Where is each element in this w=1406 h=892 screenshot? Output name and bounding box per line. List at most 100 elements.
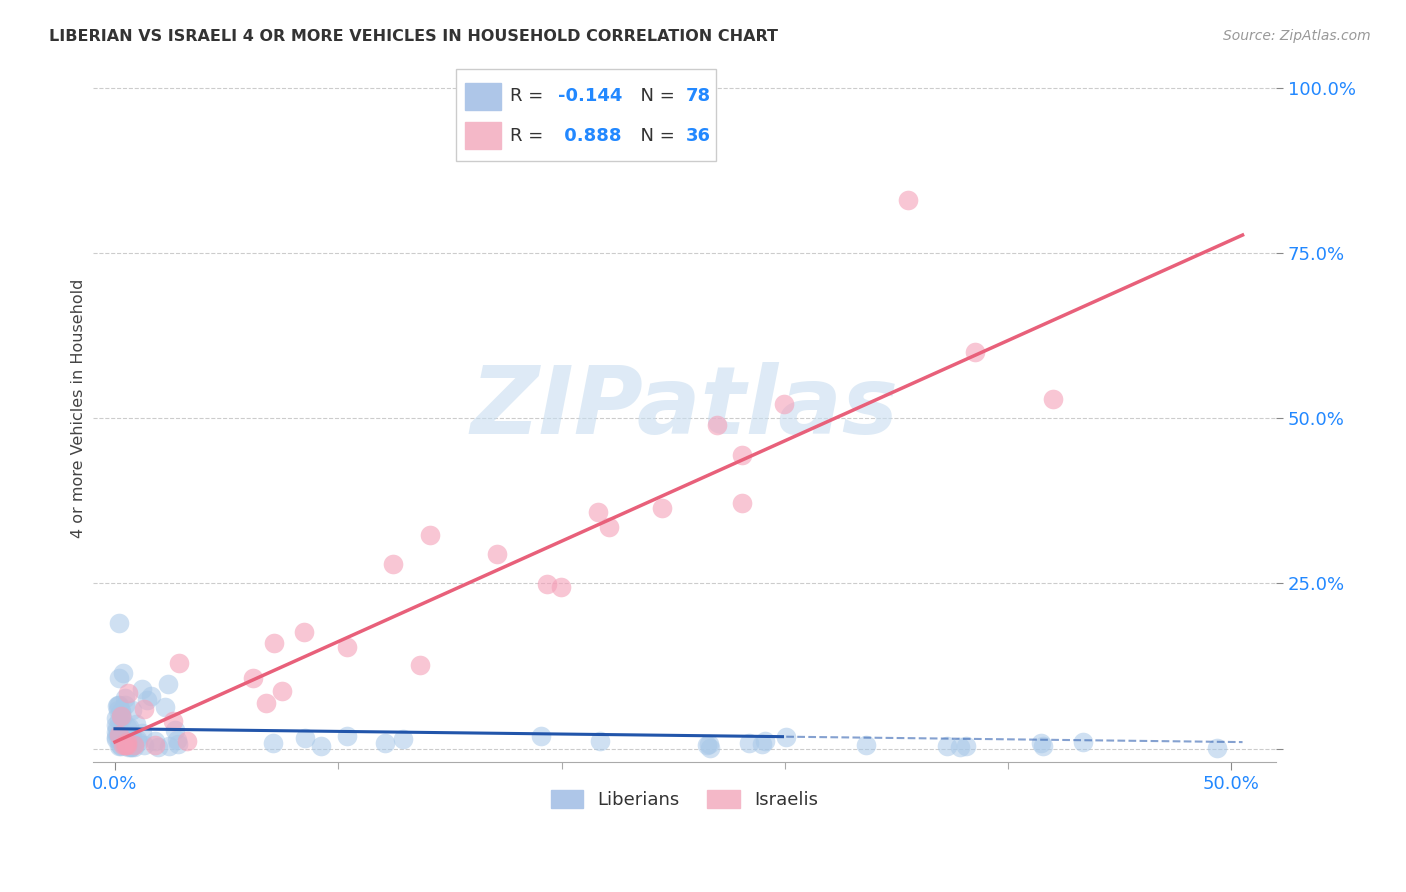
Point — [104, 718, 127, 732]
Point — [1042, 392, 1064, 406]
Point — [955, 739, 977, 754]
Point — [112, 665, 135, 680]
Point — [108, 728, 131, 742]
Point — [270, 684, 292, 698]
Point — [738, 736, 761, 750]
Point — [104, 725, 127, 739]
Point — [107, 730, 129, 744]
Point — [1071, 735, 1094, 749]
Point — [104, 731, 127, 745]
Point — [336, 729, 359, 743]
Point — [115, 735, 138, 749]
FancyBboxPatch shape — [456, 70, 716, 161]
Point — [409, 657, 432, 672]
Text: ZIPatlas: ZIPatlas — [470, 362, 898, 454]
Point — [107, 616, 129, 631]
Point — [105, 732, 128, 747]
Point — [254, 696, 277, 710]
Point — [118, 721, 141, 735]
Point — [165, 723, 187, 737]
Text: R =: R = — [510, 87, 550, 105]
Point — [131, 682, 153, 697]
FancyBboxPatch shape — [465, 122, 501, 149]
Text: Source: ZipAtlas.com: Source: ZipAtlas.com — [1223, 29, 1371, 43]
Point — [117, 686, 139, 700]
Point — [110, 735, 132, 749]
Text: -0.144: -0.144 — [558, 87, 621, 105]
Point — [1206, 740, 1229, 755]
Point — [162, 714, 184, 729]
Text: R =: R = — [510, 127, 550, 145]
Point — [651, 501, 673, 516]
Point — [143, 734, 166, 748]
Point — [122, 738, 145, 752]
Point — [121, 703, 143, 717]
Point — [107, 703, 129, 717]
Point — [107, 671, 129, 685]
Point — [107, 698, 129, 712]
Point — [114, 691, 136, 706]
Point — [105, 711, 128, 725]
Text: N =: N = — [628, 127, 681, 145]
Point — [146, 740, 169, 755]
Point — [115, 720, 138, 734]
Point — [124, 740, 146, 755]
Point — [114, 738, 136, 752]
Point — [124, 717, 146, 731]
Point — [696, 738, 718, 752]
Point — [309, 739, 332, 754]
Point — [730, 448, 752, 462]
Point — [775, 730, 797, 744]
Point — [166, 737, 188, 751]
Point — [110, 705, 132, 719]
Point — [120, 740, 142, 755]
Y-axis label: 4 or more Vehicles in Household: 4 or more Vehicles in Household — [72, 279, 86, 538]
Point — [111, 738, 134, 752]
Point — [536, 577, 558, 591]
Point — [139, 689, 162, 703]
Point — [110, 708, 132, 723]
Point — [374, 735, 396, 749]
Point — [589, 734, 612, 748]
Point — [242, 671, 264, 685]
Point — [117, 731, 139, 745]
Point — [530, 729, 553, 743]
Point — [125, 731, 148, 746]
Point — [697, 737, 720, 751]
FancyBboxPatch shape — [465, 83, 501, 110]
Text: 36: 36 — [686, 127, 710, 145]
Point — [107, 698, 129, 712]
Point — [115, 738, 138, 752]
Point — [135, 693, 157, 707]
Point — [292, 625, 315, 640]
Point — [382, 557, 405, 571]
Point — [114, 738, 136, 752]
Point — [120, 739, 142, 754]
Point — [598, 519, 620, 533]
Point — [114, 698, 136, 712]
Point — [699, 740, 721, 755]
Point — [706, 418, 728, 433]
Point — [110, 739, 132, 754]
Point — [157, 676, 180, 690]
Point — [107, 727, 129, 741]
Point — [114, 738, 136, 752]
Text: 78: 78 — [686, 87, 710, 105]
Point — [108, 739, 131, 754]
Text: LIBERIAN VS ISRAELI 4 OR MORE VEHICLES IN HOUSEHOLD CORRELATION CHART: LIBERIAN VS ISRAELI 4 OR MORE VEHICLES I… — [49, 29, 778, 44]
Point — [897, 194, 920, 208]
Point — [336, 640, 359, 655]
Point — [153, 699, 176, 714]
Point — [773, 397, 796, 411]
Point — [157, 739, 180, 753]
Point — [121, 730, 143, 744]
Point — [419, 528, 441, 542]
Point — [134, 738, 156, 752]
Point — [392, 732, 415, 747]
Point — [586, 505, 609, 519]
Point — [294, 731, 316, 745]
Point — [1029, 735, 1052, 749]
Point — [963, 345, 986, 359]
Point — [120, 728, 142, 742]
Legend: Liberians, Israelis: Liberians, Israelis — [544, 782, 825, 816]
